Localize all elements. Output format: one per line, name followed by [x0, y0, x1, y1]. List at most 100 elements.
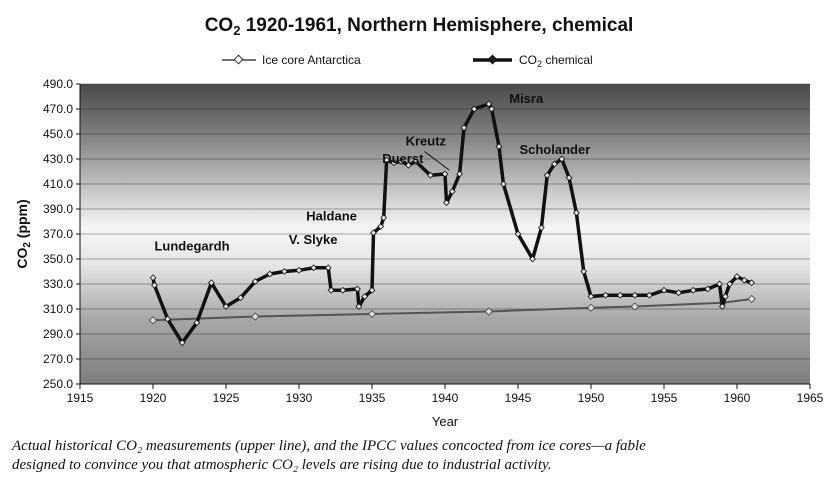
point-co2-chemical	[266, 270, 274, 278]
axes: 250.0 270.0 290.0 310.0 330.0 350.0 370.0 390.0…	[43, 77, 824, 405]
point-co2-chemical	[470, 105, 478, 113]
point-co2-chemical	[733, 273, 741, 280]
point-co2-chemical	[456, 170, 463, 178]
legend: Ice core Antarctica CO2 chemical	[222, 53, 593, 69]
point-co2-chemical	[537, 224, 545, 232]
point-co2-chemical	[721, 293, 729, 300]
chart: CO2 1920-1961, Northern Hemisphere, chem…	[14, 15, 824, 429]
point-co2-chemical	[368, 286, 376, 294]
point-co2-chemical	[616, 291, 624, 299]
caption-line-1: Actual historical CO₂ measurements (uppe…	[12, 438, 646, 454]
point-co2-chemical	[281, 268, 288, 275]
y-tick-label: 490.0	[43, 77, 73, 91]
point-co2-chemical	[443, 199, 450, 207]
y-tick-label: 350.0	[43, 252, 73, 266]
point-co2-chemical	[380, 214, 388, 222]
caption-line-2: designed to convince you that atmospheri…	[12, 457, 552, 473]
point-co2-chemical	[529, 255, 536, 263]
annotation-label: Haldane	[306, 208, 357, 223]
figure-caption: Actual historical CO₂ measurements (uppe…	[12, 437, 832, 475]
point-co2-chemical	[251, 278, 259, 285]
point-co2-chemical	[558, 155, 566, 163]
annotation-label: Duerst	[382, 151, 424, 166]
legend-ice-label: Ice core Antarctica	[262, 53, 361, 67]
point-co2-chemical	[587, 293, 595, 300]
point-co2-chemical	[164, 315, 171, 323]
point-co2-chemical	[193, 319, 201, 327]
x-tick-label: 1930	[286, 391, 313, 405]
point-co2-chemical	[573, 209, 580, 217]
point-co2-chemical	[689, 286, 697, 294]
point-co2-chemical	[310, 264, 317, 272]
point-ice-core	[747, 294, 756, 304]
point-co2-chemical	[660, 286, 668, 294]
y-tick-label: 450.0	[43, 127, 73, 141]
point-co2-chemical	[646, 291, 653, 299]
point-ice-core	[484, 307, 493, 316]
point-co2-chemical	[427, 171, 434, 179]
y-tick-label: 250.0	[43, 377, 73, 391]
series-line-ice-core	[152, 298, 752, 322]
legend-chem-marker	[487, 54, 498, 65]
x-tick-label: 1920	[140, 391, 167, 405]
point-co2-chemical	[383, 156, 390, 164]
point-co2-chemical	[631, 291, 639, 299]
point-co2-chemical	[495, 143, 503, 150]
point-co2-chemical	[602, 291, 609, 299]
point-co2-chemical	[397, 158, 405, 165]
point-co2-chemical	[149, 274, 157, 282]
point-co2-chemical	[208, 279, 215, 287]
point-ice-core	[367, 309, 377, 319]
point-co2-chemical	[675, 289, 682, 297]
point-co2-chemical	[151, 281, 158, 289]
annotation-label: Misra	[509, 91, 544, 106]
point-co2-chemical	[565, 174, 573, 182]
point-co2-chemical	[748, 279, 755, 287]
annotation-leader-kreutz	[424, 151, 450, 171]
point-co2-chemical	[543, 171, 551, 179]
point-co2-chemical	[222, 303, 230, 310]
point-co2-chemical	[405, 161, 412, 169]
y-tick-label: 310.0	[43, 302, 73, 316]
point-co2-chemical	[726, 280, 734, 288]
point-co2-chemical	[441, 170, 449, 178]
y-tick-label: 430.0	[43, 152, 73, 166]
point-co2-chemical	[361, 293, 369, 300]
y-tick-label: 470.0	[43, 102, 73, 116]
point-co2-chemical	[704, 285, 712, 293]
annotation-label: Lundegardh	[154, 238, 229, 253]
x-tick-label: 1925	[213, 391, 240, 405]
y-tick-label: 370.0	[43, 227, 73, 241]
point-ice-core	[148, 316, 158, 325]
x-tick-label: 1935	[359, 391, 386, 405]
x-tick-label: 1950	[578, 391, 605, 405]
series-line-co2-chemical	[151, 102, 753, 345]
annotations: Lundegardh V. Slyke Haldane Duerst Kreutz Mis…	[154, 91, 590, 254]
point-co2-chemical	[485, 100, 493, 108]
y-tick-label: 290.0	[43, 327, 73, 341]
legend-chem-label: CO2 chemical	[519, 53, 593, 69]
point-co2-chemical	[460, 124, 468, 132]
annotation-label: Scholander	[519, 142, 590, 157]
x-axis-label: Year	[432, 414, 459, 429]
x-tick-label: 1915	[67, 391, 94, 405]
x-tick-label: 1960	[724, 391, 751, 405]
point-co2-chemical	[488, 105, 496, 113]
point-co2-chemical	[370, 229, 377, 237]
point-co2-chemical	[327, 286, 335, 294]
point-co2-chemical	[354, 285, 361, 293]
point-co2-chemical	[716, 280, 723, 288]
x-tick-label: 1940	[432, 391, 459, 405]
point-co2-chemical	[295, 266, 303, 274]
x-tick-label: 1965	[797, 391, 824, 405]
annotation-label: Kreutz	[406, 133, 447, 148]
point-co2-chemical	[514, 230, 522, 238]
point-co2-chemical	[390, 159, 398, 167]
point-co2-chemical	[740, 276, 748, 284]
point-co2-chemical	[178, 339, 186, 347]
point-ice-core	[630, 302, 639, 311]
y-axis-label: CO2 (ppm)	[14, 199, 33, 268]
chart-title: CO2 1920-1961, Northern Hemisphere, chem…	[205, 15, 634, 38]
point-co2-chemical	[448, 188, 456, 195]
point-ice-core	[251, 312, 260, 321]
